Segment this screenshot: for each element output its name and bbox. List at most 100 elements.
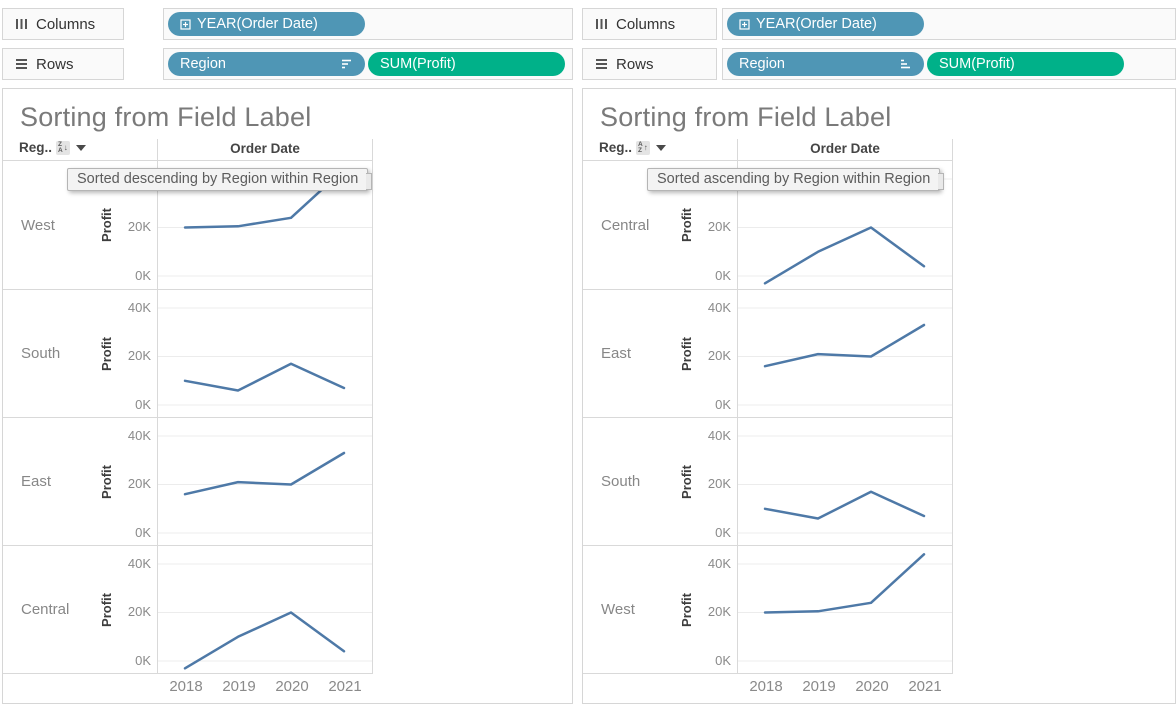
- x-axis-year-label: 2019: [222, 678, 256, 695]
- x-axis-year-label: 2019: [802, 678, 836, 695]
- grid-header: Reg.. Z A ↓ Order Date: [3, 139, 373, 161]
- region-row: East Profit 40K 20K 0K: [3, 417, 372, 545]
- region-label[interactable]: Central: [601, 216, 650, 234]
- rows-shelf[interactable]: Region SUM(Profit): [722, 48, 1176, 80]
- tick-label: 0K: [135, 268, 151, 283]
- profit-axis-title: Profit: [678, 464, 694, 499]
- y-axis-ticks: 40K 20K 0K: [699, 290, 737, 417]
- row-field-header[interactable]: Reg.. A Z ↑: [599, 140, 666, 155]
- worksheet-panel-ascending: Columns YEAR(Order Date) Rows: [582, 8, 1176, 704]
- region-row: West Profit 40K 20K 0K: [583, 545, 952, 673]
- profit-line: [183, 611, 346, 670]
- worksheet-card: Sorting from Field Label Reg.. Z A ↓ Ord…: [2, 88, 573, 704]
- y-axis-title: Profit: [93, 290, 119, 417]
- profit-line-chart[interactable]: [157, 290, 372, 417]
- rows-shelf-row: Rows Region SUM(Profit): [582, 48, 1176, 80]
- rows-shelf[interactable]: Region SUM(Profit): [163, 48, 573, 80]
- columns-shelf-row: Columns YEAR(Order Date): [582, 8, 1176, 40]
- small-multiples: Central Profit 40K 20K 0K East Profit 40…: [583, 161, 953, 674]
- region-label[interactable]: East: [21, 473, 52, 490]
- profit-axis-title: Profit: [98, 592, 114, 627]
- tick-label: 0K: [135, 397, 151, 412]
- x-axis: 2018 2019 2020 2021: [3, 674, 373, 700]
- region-row: Central Profit 40K 20K 0K: [3, 545, 372, 673]
- y-axis-ticks: 40K 20K 0K: [699, 418, 737, 545]
- profit-line-chart[interactable]: [737, 546, 952, 673]
- y-axis-title: Profit: [673, 546, 699, 673]
- grid-header: Reg.. A Z ↑ Order Date: [583, 139, 953, 161]
- small-multiples: West Profit 40K 20K 0K South Profit 40K …: [3, 161, 373, 674]
- region-label[interactable]: West: [21, 216, 55, 234]
- x-axis-year-label: 2018: [169, 678, 203, 695]
- rows-shelf-label[interactable]: Rows: [2, 48, 124, 80]
- region-label[interactable]: Central: [21, 601, 70, 618]
- pill-label: SUM(Profit): [380, 56, 456, 72]
- columns-shelf-label[interactable]: Columns: [2, 8, 124, 40]
- tick-label: 0K: [135, 653, 151, 668]
- profit-line: [763, 226, 926, 285]
- region-row: South Profit 40K 20K 0K: [583, 417, 952, 545]
- profit-line-chart[interactable]: [737, 290, 952, 417]
- chevron-down-icon[interactable]: [655, 144, 666, 151]
- sort-badge-arrow: ↓: [63, 143, 68, 152]
- region-row: South Profit 40K 20K 0K: [3, 289, 372, 417]
- x-axis-year-label: 2021: [328, 678, 362, 695]
- pill-label: SUM(Profit): [939, 56, 1015, 72]
- x-axis-year-label: 2020: [275, 678, 309, 695]
- columns-shelf[interactable]: YEAR(Order Date): [163, 8, 573, 40]
- sort-descending-icon: [340, 58, 353, 70]
- tick-label: 0K: [715, 653, 731, 668]
- sort-badge-bottom-letter: Z: [638, 146, 642, 154]
- columns-shelf[interactable]: YEAR(Order Date): [722, 8, 1176, 40]
- sort-badge-arrow: ↑: [643, 143, 648, 152]
- rows-shelf-label[interactable]: Rows: [582, 48, 717, 80]
- profit-line: [763, 553, 926, 614]
- expand-plus-icon: [180, 18, 191, 30]
- year-order-date-pill[interactable]: YEAR(Order Date): [727, 12, 924, 36]
- columns-shelf-text: Columns: [36, 15, 96, 33]
- row-field-header[interactable]: Reg.. Z A ↓: [19, 140, 86, 155]
- sort-z-a-icon[interactable]: Z A ↓: [56, 140, 70, 155]
- sum-profit-pill[interactable]: SUM(Profit): [927, 52, 1124, 76]
- tick-label: 0K: [715, 397, 731, 412]
- column-field-header: Order Date: [810, 141, 880, 156]
- profit-axis-title: Profit: [98, 464, 114, 499]
- columns-icon: [15, 18, 28, 30]
- expand-plus-icon: [739, 18, 750, 30]
- profit-line-chart[interactable]: [157, 418, 372, 545]
- chevron-down-icon[interactable]: [75, 144, 86, 151]
- profit-line-chart[interactable]: [737, 418, 952, 545]
- sort-ascending-icon: [899, 58, 912, 70]
- columns-shelf-label[interactable]: Columns: [582, 8, 717, 40]
- y-axis-ticks: 40K 20K 0K: [119, 418, 157, 545]
- tick-label: 20K: [127, 348, 151, 363]
- sheet-title: Sorting from Field Label: [600, 102, 892, 132]
- region-pill[interactable]: Region: [727, 52, 924, 76]
- year-order-date-pill[interactable]: YEAR(Order Date): [168, 12, 365, 36]
- tick-label: 0K: [715, 268, 731, 283]
- region-label[interactable]: South: [601, 473, 641, 490]
- row-field-text: Reg..: [19, 140, 53, 155]
- sort-badge-top-letter: Z: [58, 140, 62, 148]
- sort-a-z-icon[interactable]: A Z ↑: [636, 140, 650, 155]
- rows-shelf-text: Rows: [36, 55, 74, 73]
- y-axis-ticks: 40K 20K 0K: [119, 546, 157, 673]
- x-axis-year-label: 2018: [749, 678, 783, 695]
- tick-label: 40K: [127, 428, 151, 443]
- sort-tooltip: Sorted descending by Region within Regio…: [67, 168, 373, 191]
- region-pill[interactable]: Region: [168, 52, 365, 76]
- sort-badge-bottom-letter: A: [58, 146, 63, 154]
- tick-label: 20K: [707, 604, 731, 619]
- region-label[interactable]: East: [601, 345, 632, 362]
- worksheet-card: Sorting from Field Label Reg.. A Z ↑ Ord…: [582, 88, 1176, 704]
- region-label[interactable]: West: [601, 601, 635, 618]
- profit-line-chart[interactable]: [157, 546, 372, 673]
- pill-label: Region: [739, 56, 785, 72]
- profit-axis-title: Profit: [98, 336, 114, 371]
- y-axis-title: Profit: [93, 546, 119, 673]
- sum-profit-pill[interactable]: SUM(Profit): [368, 52, 565, 76]
- columns-shelf-row: Columns YEAR(Order Date): [2, 8, 573, 40]
- tick-label: 20K: [127, 476, 151, 491]
- region-label[interactable]: South: [21, 345, 61, 362]
- y-axis-ticks: 40K 20K 0K: [119, 290, 157, 417]
